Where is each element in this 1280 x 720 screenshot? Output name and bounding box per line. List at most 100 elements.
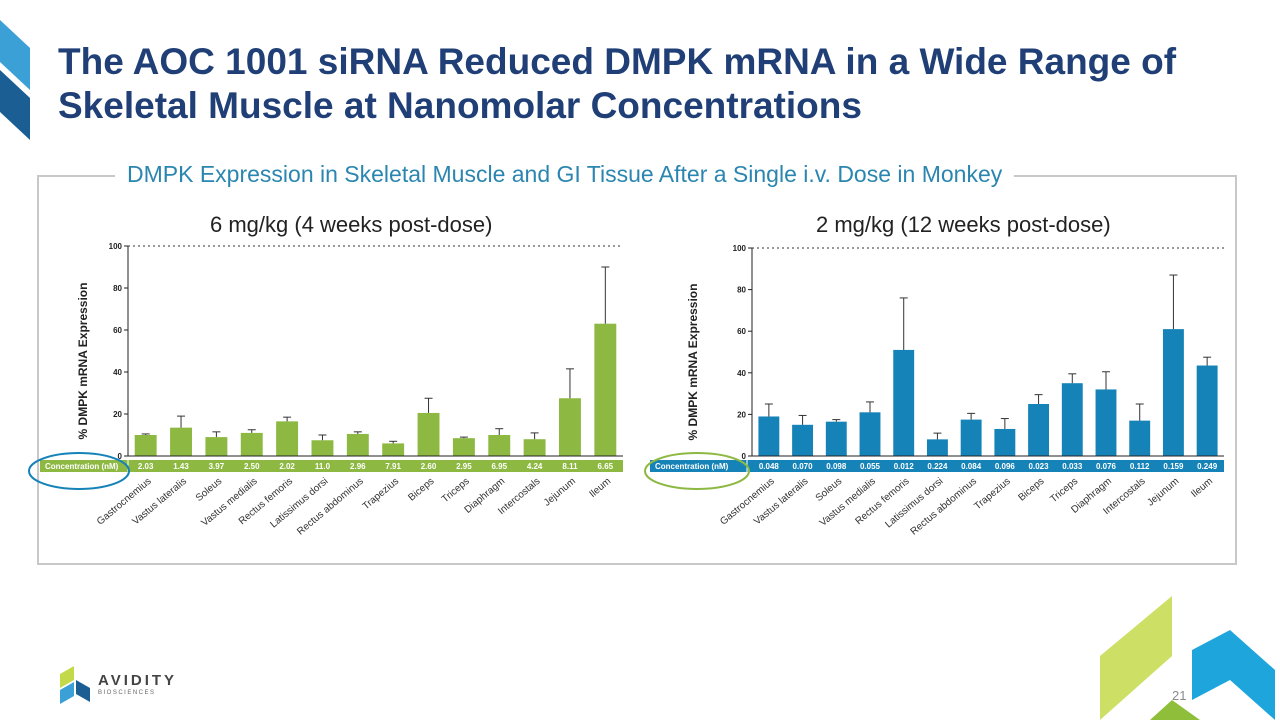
bar — [134, 435, 157, 456]
concentration-value: 0.048 — [759, 462, 780, 471]
concentration-value: 2.95 — [456, 462, 472, 471]
concentration-value: 6.95 — [491, 462, 507, 471]
concentration-value: 6.65 — [598, 462, 614, 471]
bar — [452, 438, 475, 456]
bar — [382, 443, 405, 456]
category-label: Jejunum — [1145, 476, 1181, 509]
bar — [170, 427, 192, 456]
concentration-value: 0.055 — [860, 462, 881, 471]
bar — [1129, 420, 1151, 456]
highlight-ellipse — [28, 452, 130, 490]
category-label: Triceps — [440, 476, 472, 505]
concentration-value: 2.50 — [244, 462, 260, 471]
category-label: Soleus — [194, 476, 224, 504]
bar — [1028, 404, 1050, 456]
bar — [1095, 389, 1117, 456]
y-tick-label: 80 — [113, 284, 122, 293]
concentration-value: 0.070 — [793, 462, 814, 471]
y-axis-label: % DMPK mRNA Expression — [686, 284, 700, 441]
bar — [758, 416, 780, 456]
concentration-value: 4.24 — [527, 462, 543, 471]
concentration-value: 2.03 — [138, 462, 154, 471]
bar — [994, 428, 1016, 456]
category-label: Trapezius — [361, 476, 401, 512]
category-label: Soleus — [814, 476, 844, 504]
concentration-value: 0.098 — [826, 462, 847, 471]
logo-name: AVIDITY — [98, 672, 178, 689]
concentration-label: Concentration (nM) — [655, 462, 729, 471]
concentration-value: 1.43 — [173, 462, 189, 471]
bar — [825, 421, 847, 456]
concentration-strip — [650, 460, 1224, 472]
bar — [523, 439, 546, 456]
concentration-value: 3.97 — [209, 462, 225, 471]
y-axis-label: % DMPK mRNA Expression — [76, 283, 90, 440]
bar — [205, 437, 228, 456]
bar — [859, 412, 881, 456]
concentration-value: 0.012 — [894, 462, 915, 471]
category-label: Ileum — [1189, 476, 1215, 500]
category-label: Triceps — [1048, 476, 1080, 505]
corner-decoration-top — [0, 20, 30, 140]
concentration-value: 0.096 — [995, 462, 1016, 471]
concentration-value: 0.023 — [1029, 462, 1050, 471]
bar — [488, 435, 511, 456]
concentration-value: 7.91 — [385, 462, 401, 471]
category-label: Trapezius — [972, 476, 1012, 512]
left-chart-title: 6 mg/kg (4 weeks post-dose) — [210, 212, 493, 237]
bar — [960, 419, 982, 456]
bar — [417, 412, 440, 456]
right-chart-title: 2 mg/kg (12 weeks post-dose) — [816, 212, 1111, 237]
corner-decoration-bottom — [1100, 596, 1275, 720]
y-tick-label: 40 — [113, 368, 122, 377]
right-bar-chart: % DMPK mRNA Expression 0 20 40 60 80 100 Concen… — [644, 244, 1224, 538]
logo-subtext: BIOSCIENCES — [98, 690, 156, 696]
highlight-ellipse — [644, 452, 750, 490]
concentration-value: 2.96 — [350, 462, 366, 471]
y-tick-label: 40 — [737, 369, 746, 378]
left-bar-chart: % DMPK mRNA Expression 0 20 40 60 80 100 Concen… — [28, 242, 623, 538]
bar — [893, 349, 915, 456]
category-label: Biceps — [406, 476, 436, 504]
concentration-value: 0.076 — [1096, 462, 1117, 471]
y-tick-label: 20 — [737, 410, 746, 419]
y-tick-label: 0 — [742, 452, 747, 461]
y-tick-label: 60 — [113, 326, 122, 335]
bar — [240, 432, 263, 456]
panel-subtitle: DMPK Expression in Skeletal Muscle and G… — [115, 158, 1015, 190]
concentration-strip — [40, 460, 623, 472]
slide-title: The AOC 1001 siRNA Reduced DMPK mRNA in … — [58, 41, 1177, 126]
bar — [276, 421, 299, 456]
bar — [792, 424, 814, 456]
concentration-value: 11.0 — [315, 462, 331, 471]
y-tick-label: 60 — [737, 327, 746, 336]
bar — [926, 439, 948, 456]
concentration-value: 0.224 — [927, 462, 948, 471]
concentration-value: 0.249 — [1197, 462, 1218, 471]
bar — [346, 433, 369, 456]
y-tick-label: 100 — [733, 244, 747, 253]
page-number: 21 — [1172, 688, 1187, 703]
category-label: Latissimus dorsi — [883, 476, 945, 531]
bar — [1162, 329, 1184, 456]
bar — [1061, 383, 1083, 456]
avidity-logo-icon — [60, 666, 90, 704]
bar — [559, 398, 581, 456]
concentration-value: 0.033 — [1062, 462, 1083, 471]
category-label: Ileum — [587, 476, 613, 500]
category-label: Rectus abdominus — [295, 476, 366, 538]
y-tick-label: 0 — [118, 452, 123, 461]
y-tick-label: 100 — [109, 242, 123, 251]
bar — [1196, 365, 1218, 456]
y-tick-label: 80 — [737, 286, 746, 295]
concentration-value: 2.02 — [279, 462, 295, 471]
concentration-value: 8.11 — [562, 462, 578, 471]
bar — [594, 323, 617, 456]
concentration-value: 0.112 — [1130, 462, 1150, 471]
concentration-value: 0.084 — [961, 462, 982, 471]
category-label: Biceps — [1016, 476, 1046, 504]
y-tick-label: 20 — [113, 410, 122, 419]
bar — [311, 440, 334, 456]
concentration-label: Concentration (nM) — [45, 462, 119, 471]
concentration-value: 2.60 — [421, 462, 437, 471]
